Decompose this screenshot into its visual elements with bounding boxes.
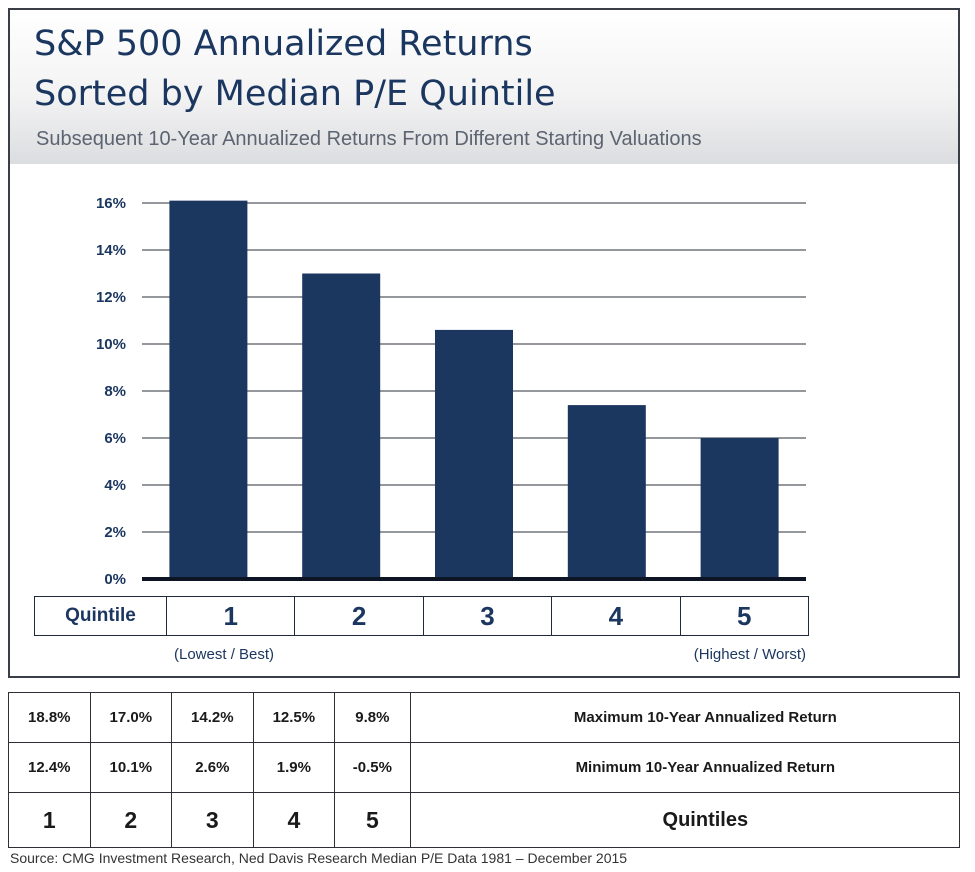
y-tick-label: 2%	[104, 524, 126, 541]
max-return-q3: 14.2%	[171, 692, 254, 743]
highest-worst-note: (Highest / Worst)	[693, 646, 806, 663]
chart-title-line2: Sorted by Median P/E Quintile	[34, 74, 556, 114]
min-return-q3: 2.6%	[171, 742, 254, 793]
y-tick-label: 14%	[96, 242, 126, 259]
min-return-q4: 1.9%	[252, 742, 336, 793]
y-tick-label: 16%	[96, 195, 126, 212]
chart-header: S&P 500 Annualized Returns Sorted by Med…	[10, 10, 958, 164]
y-tick-label: 12%	[96, 289, 126, 306]
bar-quintile-4	[567, 405, 646, 579]
quintile-axis-label: Quintile	[34, 596, 167, 636]
quintile-category-3: 3	[422, 596, 553, 636]
y-tick-label: 10%	[96, 336, 126, 353]
bar-quintile-5	[700, 438, 779, 579]
max-return-label: Maximum 10-Year Annualized Return	[409, 692, 961, 743]
quintile-number-3: 3	[171, 792, 254, 848]
quintile-category-4: 4	[551, 596, 681, 636]
y-tick-label: 0%	[104, 571, 126, 588]
chart-panel: S&P 500 Annualized Returns Sorted by Med…	[8, 8, 960, 678]
y-tick-label: 4%	[104, 477, 126, 494]
max-return-q5: 9.8%	[334, 692, 411, 743]
bar-quintile-2	[302, 273, 381, 579]
bar-quintile-1	[169, 200, 248, 579]
y-tick-label: 6%	[104, 430, 126, 447]
source-note: Source: CMG Investment Research, Ned Dav…	[10, 850, 628, 866]
bar-chart: 0% 2% 4% 6% 8% 10% 12% 14% 16%	[96, 195, 806, 588]
max-return-q2: 17.0%	[89, 692, 173, 743]
quintile-number-5: 5	[334, 792, 411, 848]
quintile-category-2: 2	[294, 596, 424, 636]
min-return-row: 12.4% 10.1% 2.6% 1.9% -0.5% Minimum 10-Y…	[8, 742, 961, 793]
quintile-category-5: 5	[679, 596, 810, 636]
quintiles-row: 1 2 3 4 5 Quintiles	[8, 792, 961, 848]
min-return-q1: 12.4%	[8, 742, 91, 793]
quintiles-label: Quintiles	[409, 792, 961, 848]
chart-subtitle: Subsequent 10-Year Annualized Returns Fr…	[36, 128, 702, 150]
max-return-q1: 18.8%	[8, 692, 91, 743]
quintile-number-4: 4	[252, 792, 336, 848]
chart-title-line1: S&P 500 Annualized Returns	[34, 24, 533, 64]
quintile-axis-table: Quintile 1 2 3 4 5	[34, 596, 810, 636]
min-return-label: Minimum 10-Year Annualized Return	[409, 742, 961, 793]
quintile-number-2: 2	[89, 792, 173, 848]
y-tick-label: 8%	[104, 383, 126, 400]
max-return-row: 18.8% 17.0% 14.2% 12.5% 9.8% Maximum 10-…	[8, 692, 961, 743]
bar-quintile-3	[435, 329, 513, 579]
min-return-q5: -0.5%	[334, 742, 411, 793]
quintile-category-1: 1	[165, 596, 296, 636]
max-return-q4: 12.5%	[252, 692, 336, 743]
returns-stats-table: 18.8% 17.0% 14.2% 12.5% 9.8% Maximum 10-…	[8, 692, 961, 848]
min-return-q2: 10.1%	[89, 742, 173, 793]
quintile-number-1: 1	[8, 792, 91, 848]
lowest-best-note: (Lowest / Best)	[174, 646, 275, 663]
